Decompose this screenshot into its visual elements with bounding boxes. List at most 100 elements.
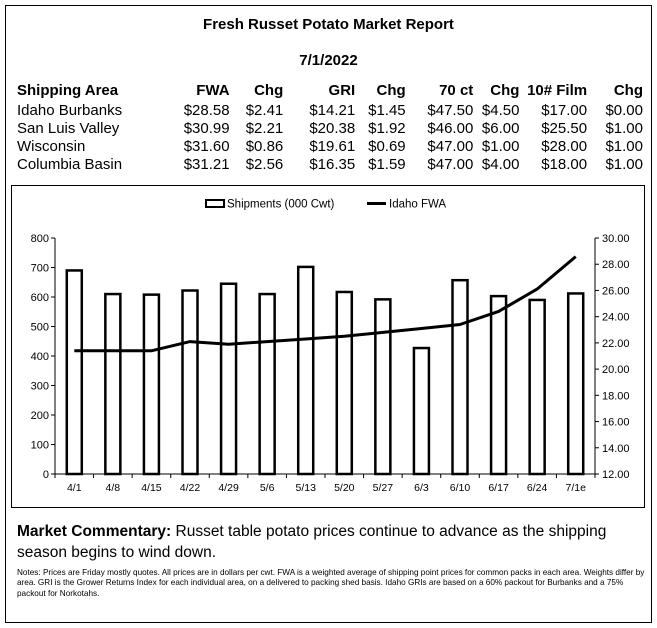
idaho-fwa-line [74,255,577,353]
commentary-text: Russet table potato prices continue to a… [17,523,607,561]
right-tick-label: 18.00 [602,390,630,402]
cell-10-film-chg: $1.00 [605,120,643,137]
header-10-film-chg: Chg [613,82,643,99]
right-tick-label: 24.00 [602,312,630,324]
table-row: Columbia Basin $31.21 $2.56 $16.35 $1.59… [17,156,643,174]
cell-10-film-chg: $1.00 [605,138,643,155]
legend-line-label: Idaho FWA [389,199,446,211]
x-tick-label: 6/10 [450,482,471,494]
notes: Notes: Prices are Friday mostly quotes. … [17,568,645,598]
table-row: Idaho Burbanks $28.58 $2.41 $14.21 $1.45… [17,102,643,120]
right-tick-label: 22.00 [602,338,630,350]
legend-bar-swatch [205,199,225,208]
cell-fwa-chg: $2.21 [245,120,284,137]
shipment-bar [335,290,354,476]
x-tick-label: 5/6 [260,482,275,494]
shipment-bar [451,278,469,476]
shipments-fwa-chart: Shipments (000 Cwt) Idaho FWA 0 100 200 300 40… [31,199,630,495]
x-tick-label: 7/1e [565,482,586,494]
cell-70ct: $46.00 [427,120,474,137]
left-tick-label: 500 [31,322,49,334]
chart-container: Shipments (000 Cwt) Idaho FWA 0 100 200 300 40… [11,185,645,508]
cell-gri: $16.35 [309,156,356,173]
cell-fwa-chg: $2.56 [245,156,284,173]
cell-70ct-chg: $6.00 [481,120,520,137]
cell-gri: $20.38 [309,120,356,137]
x-tick-label: 5/27 [373,482,394,494]
shipment-bar [181,289,199,476]
x-tick-label: 4/1 [67,482,82,494]
market-commentary: Market Commentary: Russet table potato p… [17,521,642,563]
x-tick-label: 4/29 [218,482,239,494]
legend-bar-label: Shipments (000 Cwt) [227,199,335,211]
cell-fwa: $30.99 [183,120,230,137]
header-shipping-area: Shipping Area [17,82,119,99]
price-table: Shipping Area FWA Chg GRI Chg 70 ct Chg … [17,80,643,174]
table-header-row: Shipping Area FWA Chg GRI Chg 70 ct Chg … [17,80,643,102]
header-70ct: 70 ct [439,82,474,99]
cell-fwa: $31.21 [183,156,230,173]
table-row: Wisconsin $31.60 $0.86 $19.61 $0.69 $47.… [17,138,643,156]
left-tick-label: 400 [31,351,49,363]
cell-70ct: $47.00 [427,138,474,155]
commentary-label: Market Commentary: [17,523,172,540]
cell-10-film: $18.00 [541,156,588,173]
left-tick-label: 200 [31,410,49,422]
cell-fwa: $31.60 [183,138,230,155]
shipment-bar [258,292,276,476]
header-fwa: FWA [196,82,230,99]
shipment-bar [104,292,122,476]
shipment-bar [374,298,392,476]
cell-area: Idaho Burbanks [17,102,123,119]
shipment-bar [296,265,315,476]
cell-area: San Luis Valley [17,120,120,137]
cell-gri-chg: $1.92 [368,120,406,137]
cell-fwa-chg: $2.41 [245,102,284,119]
header-fwa-chg: Chg [254,82,284,99]
cell-area: Columbia Basin [17,156,123,173]
x-tick-label: 6/17 [488,482,509,494]
left-tick-label: 700 [31,263,49,275]
cell-gri-chg: $1.59 [368,156,406,173]
cell-10-film: $28.00 [541,138,588,155]
cell-gri: $19.61 [309,138,356,155]
cell-70ct-chg: $4.50 [481,102,520,119]
left-tick-label: 0 [43,469,49,481]
left-tick-label: 800 [31,233,49,245]
cell-10-film: $25.50 [541,120,588,137]
header-70ct-chg: Chg [490,82,520,99]
shipment-bar [65,269,84,476]
left-tick-label: 100 [31,440,49,452]
cell-gri: $14.21 [309,102,356,119]
right-tick-label: 14.00 [602,443,630,455]
right-tick-label: 28.00 [602,259,630,271]
x-tick-label: 4/8 [106,482,121,494]
report-date: 7/1/2022 [299,52,358,69]
x-tick-label: 4/15 [141,482,162,494]
right-tick-label: 20.00 [602,364,630,376]
left-tick-label: 300 [31,381,49,393]
report-title: Fresh Russet Potato Market Report [203,16,454,33]
x-tick-label: 5/13 [295,482,316,494]
header-gri-chg: Chg [376,82,406,99]
shipment-bar [489,294,508,476]
cell-70ct: $47.00 [427,156,474,173]
shipment-bar [566,292,585,476]
shipment-bar [219,282,238,476]
cell-gri-chg: $0.69 [368,138,406,155]
shipment-bar [412,346,431,476]
shipment-bar [142,293,161,476]
cell-gri-chg: $1.45 [368,102,406,119]
cell-70ct-chg: $4.00 [481,156,520,173]
header-10-film: 10# Film [527,82,588,99]
cell-fwa: $28.58 [183,102,230,119]
left-tick-label: 600 [31,292,49,304]
cell-10-film-chg: $0.00 [605,102,643,119]
report-frame [5,5,652,623]
cell-area: Wisconsin [17,138,86,155]
right-tick-label: 30.00 [602,233,630,245]
table-row: San Luis Valley $30.99 $2.21 $20.38 $1.9… [17,120,643,138]
header-gri: GRI [328,82,356,99]
cell-10-film-chg: $1.00 [605,156,643,173]
cell-10-film: $17.00 [541,102,588,119]
